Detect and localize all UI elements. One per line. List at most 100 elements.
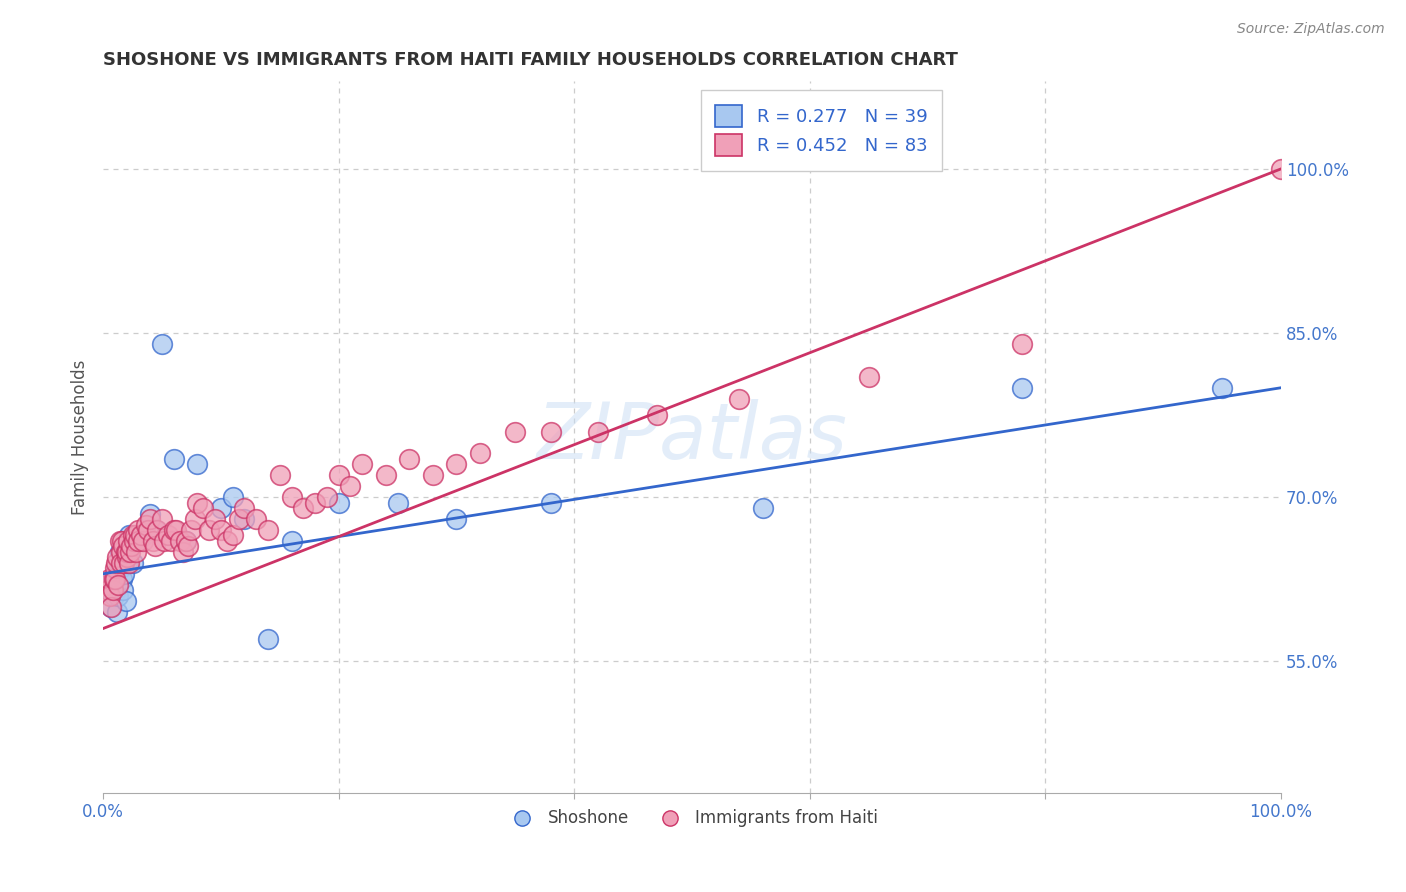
Point	[1211, 381, 1233, 395]
Point	[1011, 381, 1033, 395]
Point	[150, 337, 173, 351]
Point	[446, 512, 468, 526]
Point	[858, 369, 880, 384]
Point	[174, 533, 197, 548]
Point	[111, 572, 134, 586]
Point	[124, 528, 146, 542]
Point	[184, 512, 207, 526]
Point	[374, 468, 396, 483]
Point	[174, 533, 197, 548]
Point	[160, 533, 183, 548]
Point	[150, 512, 173, 526]
Point	[107, 589, 129, 603]
Point	[127, 533, 149, 548]
Point	[136, 523, 159, 537]
Point	[398, 451, 420, 466]
Point	[98, 578, 121, 592]
Point	[97, 583, 120, 598]
Point	[121, 556, 143, 570]
Point	[112, 566, 135, 581]
Point	[169, 533, 191, 548]
Y-axis label: Family Households: Family Households	[72, 359, 89, 515]
Point	[728, 392, 751, 406]
Legend: Shoshone, Immigrants from Haiti: Shoshone, Immigrants from Haiti	[499, 803, 884, 834]
Point	[146, 523, 169, 537]
Point	[105, 583, 128, 598]
Point	[446, 458, 468, 472]
Point	[193, 501, 215, 516]
Point	[132, 533, 155, 548]
Point	[422, 468, 444, 483]
Point	[115, 556, 138, 570]
Point	[172, 545, 194, 559]
Point	[280, 533, 302, 548]
Point	[105, 605, 128, 619]
Point	[108, 533, 131, 548]
Point	[103, 589, 125, 603]
Point	[135, 517, 157, 532]
Text: Source: ZipAtlas.com: Source: ZipAtlas.com	[1237, 22, 1385, 37]
Point	[100, 599, 122, 614]
Point	[134, 528, 156, 542]
Point	[100, 599, 122, 614]
Point	[98, 589, 121, 603]
Point	[257, 523, 280, 537]
Point	[233, 512, 256, 526]
Point	[139, 507, 162, 521]
Point	[112, 583, 135, 598]
Point	[120, 545, 142, 559]
Point	[122, 533, 145, 548]
Point	[104, 572, 127, 586]
Point	[540, 496, 562, 510]
Point	[103, 572, 125, 586]
Point	[1270, 161, 1292, 176]
Point	[125, 545, 148, 559]
Point	[118, 528, 141, 542]
Point	[165, 523, 187, 537]
Point	[387, 496, 409, 510]
Point	[98, 572, 121, 586]
Point	[215, 533, 238, 548]
Point	[468, 446, 491, 460]
Point	[120, 540, 142, 554]
Point	[292, 501, 315, 516]
Point	[163, 523, 186, 537]
Point	[209, 501, 232, 516]
Point	[114, 545, 136, 559]
Point	[269, 468, 291, 483]
Point	[104, 561, 127, 575]
Point	[101, 572, 124, 586]
Point	[127, 533, 149, 548]
Point	[96, 578, 118, 592]
Point	[129, 528, 152, 542]
Point	[105, 556, 128, 570]
Point	[139, 512, 162, 526]
Point	[280, 490, 302, 504]
Point	[98, 583, 121, 598]
Point	[352, 458, 374, 472]
Text: ZIPatlas: ZIPatlas	[537, 399, 848, 475]
Point	[316, 490, 339, 504]
Point	[118, 556, 141, 570]
Point	[108, 545, 131, 559]
Point	[111, 533, 134, 548]
Point	[221, 528, 243, 542]
Point	[233, 501, 256, 516]
Point	[328, 468, 350, 483]
Point	[204, 512, 226, 526]
Point	[101, 583, 124, 598]
Point	[125, 533, 148, 548]
Point	[228, 512, 250, 526]
Point	[505, 425, 527, 439]
Point	[1011, 337, 1033, 351]
Point	[180, 523, 202, 537]
Text: SHOSHONE VS IMMIGRANTS FROM HAITI FAMILY HOUSEHOLDS CORRELATION CHART: SHOSHONE VS IMMIGRANTS FROM HAITI FAMILY…	[103, 51, 957, 69]
Point	[209, 523, 232, 537]
Point	[304, 496, 326, 510]
Point	[127, 523, 149, 537]
Point	[328, 496, 350, 510]
Point	[114, 594, 136, 608]
Point	[221, 490, 243, 504]
Point	[104, 566, 127, 581]
Point	[198, 523, 221, 537]
